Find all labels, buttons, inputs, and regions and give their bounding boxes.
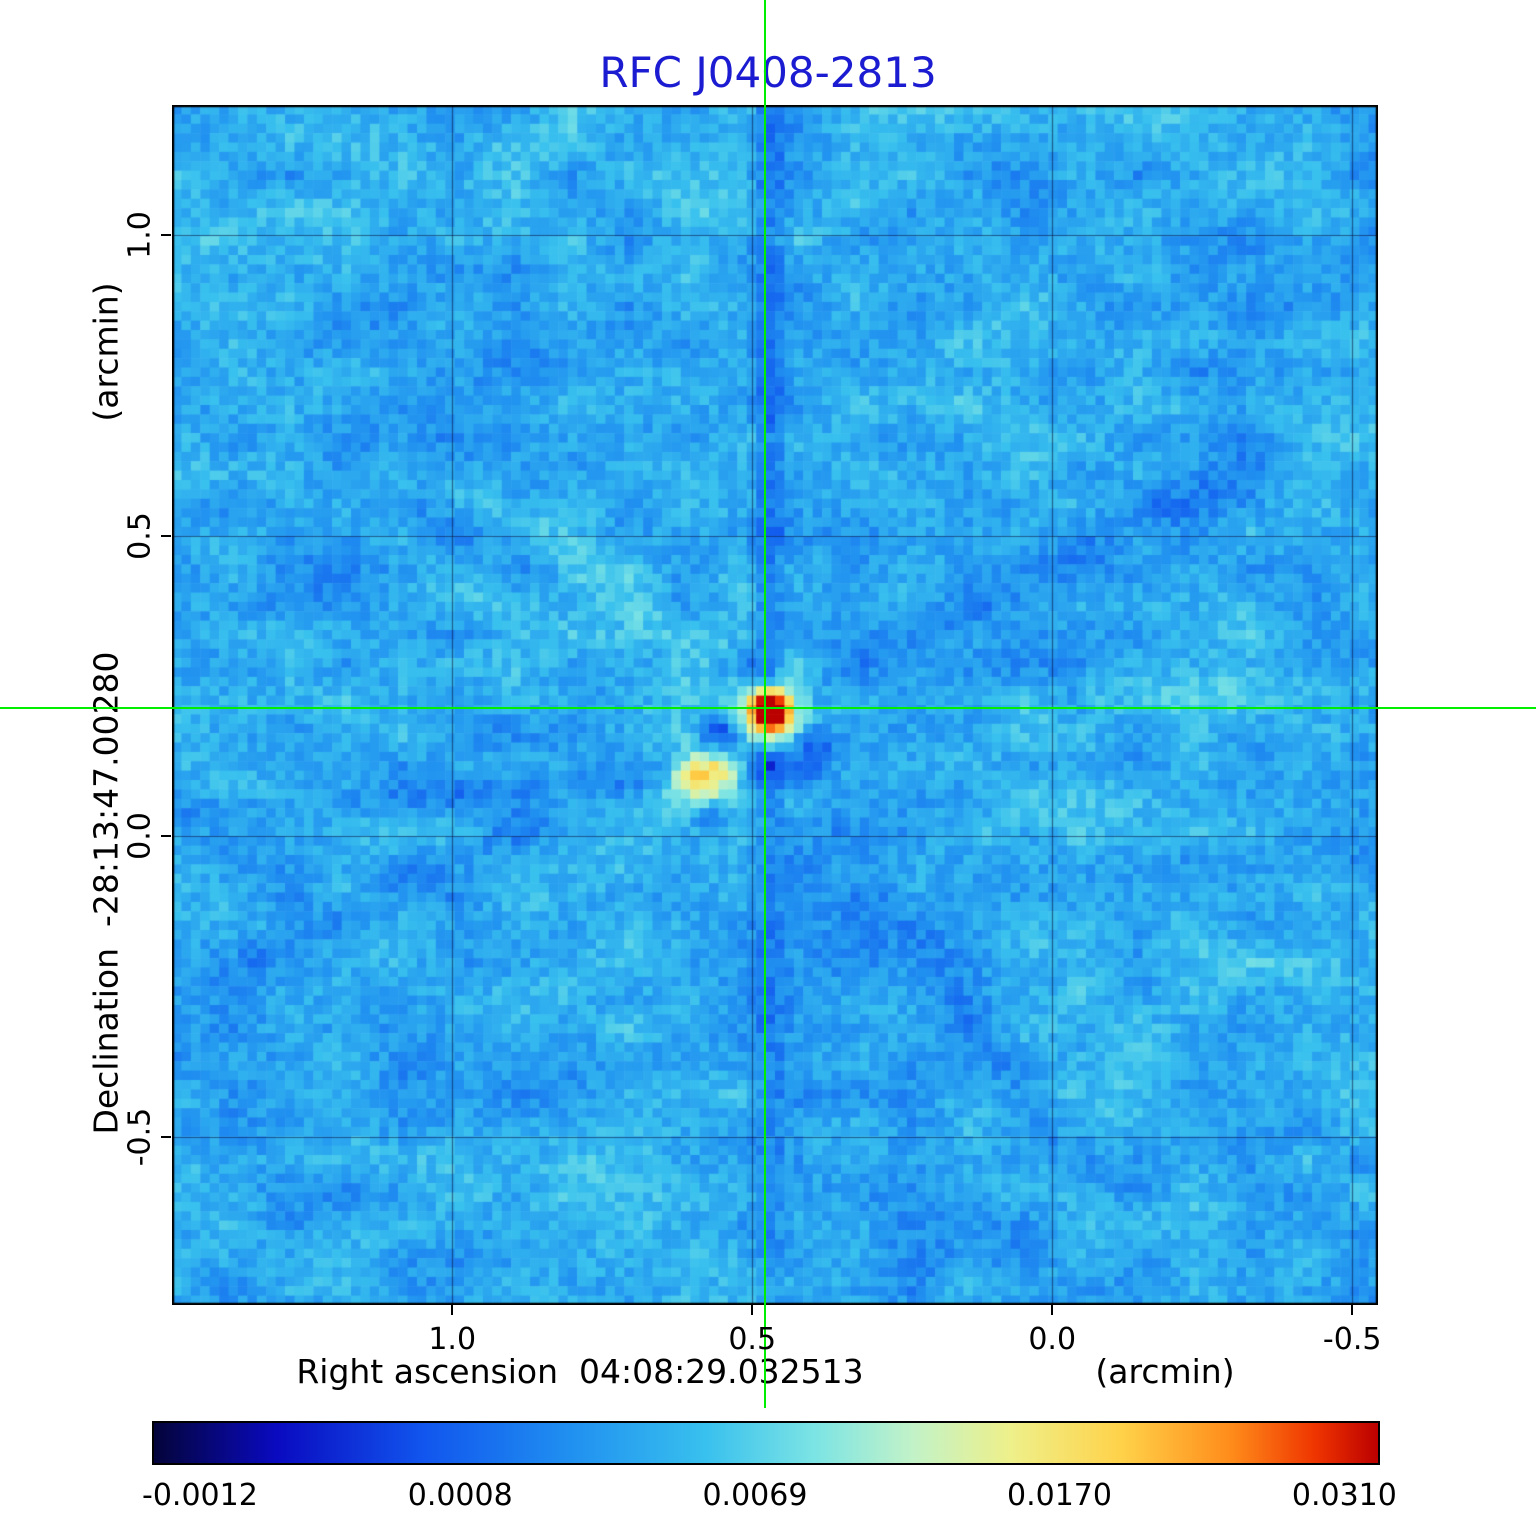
colorbar-tick-label: 0.0170 — [1006, 1478, 1112, 1513]
y-tick-label: 1.0 — [122, 211, 158, 260]
y-tick-label: 0.0 — [122, 812, 158, 861]
colorbar-tick-label: 0.0310 — [1291, 1478, 1397, 1513]
y-tick-label: 0.5 — [122, 511, 158, 560]
x-tick-mark — [1351, 1305, 1354, 1315]
x-tick-mark — [451, 1305, 454, 1315]
plot-area — [172, 105, 1378, 1305]
x-tick-label: -0.5 — [1322, 1322, 1382, 1357]
y-tick-mark — [161, 1135, 171, 1138]
colorbar — [152, 1421, 1380, 1465]
sky-image — [172, 105, 1378, 1305]
x-tick-label: 0.0 — [1028, 1322, 1077, 1357]
crosshair-horizontal-line — [0, 707, 1536, 710]
x-axis-label: Right ascension 04:08:29.032513 — [296, 1352, 864, 1391]
colorbar-tick-label: -0.0012 — [141, 1478, 258, 1513]
colorbar-tick-label: 0.0008 — [407, 1478, 513, 1513]
x-tick-label: 1.0 — [428, 1322, 477, 1357]
colorbar-tick-label: 0.0069 — [702, 1478, 808, 1513]
y-tick-mark — [161, 234, 171, 237]
crosshair-vertical-line — [764, 0, 767, 1408]
x-axis-unit-label: (arcmin) — [1095, 1352, 1235, 1391]
y-tick-label: -0.5 — [122, 1107, 158, 1167]
y-tick-mark — [161, 835, 171, 838]
y-axis-unit-label: (arcmin) — [86, 282, 126, 422]
chart-title: RFC J0408-2813 — [599, 48, 937, 97]
y-axis-label: Declination -28:13:47.00280 — [86, 651, 126, 1135]
x-tick-mark — [751, 1305, 754, 1315]
x-tick-label: 0.5 — [728, 1322, 777, 1357]
x-tick-mark — [1051, 1305, 1054, 1315]
y-tick-mark — [161, 534, 171, 537]
